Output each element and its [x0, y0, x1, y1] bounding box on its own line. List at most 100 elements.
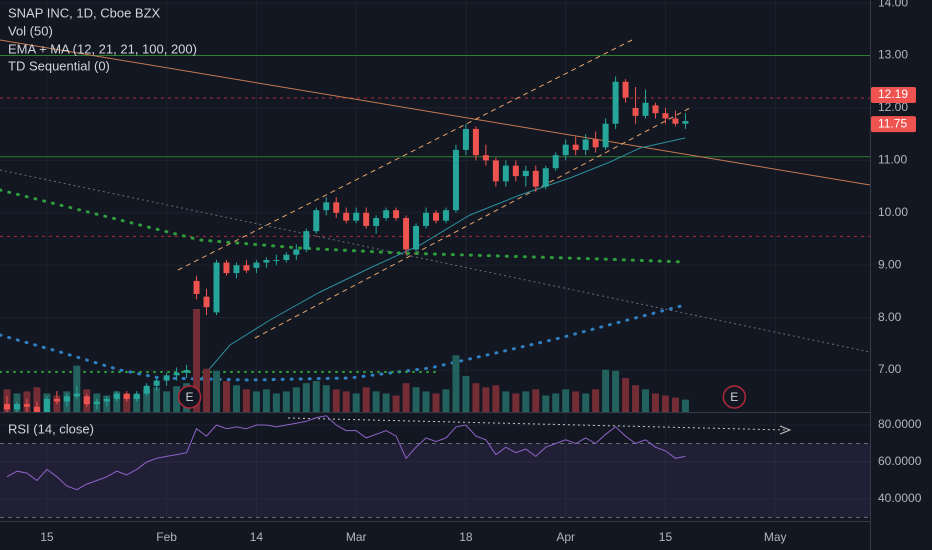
volume-bar [322, 385, 330, 412]
candle-body [83, 396, 90, 405]
y-tick-label: 10.00 [878, 205, 908, 219]
earnings-label: E [730, 390, 738, 404]
volume-bar [262, 389, 270, 412]
volume-bar [272, 393, 280, 412]
volume-bar [352, 393, 360, 412]
volume-bar [661, 395, 669, 412]
candle-body [173, 372, 180, 376]
x-tick-label: Apr [556, 530, 575, 544]
candle-body [33, 406, 40, 412]
candle-body [193, 280, 200, 295]
candle-body [492, 160, 499, 182]
volume-bar [213, 370, 220, 412]
volume-bar [462, 375, 470, 412]
volume-bar [113, 391, 121, 412]
candle-body [682, 121, 689, 124]
candle-body [582, 139, 589, 150]
candle-body [572, 144, 579, 150]
candle-body [502, 165, 509, 182]
candle-body [153, 380, 160, 386]
rsi-title: RSI (14, close) [8, 421, 94, 436]
volume-bar [33, 387, 41, 412]
volume-bar [193, 309, 201, 412]
x-tick-label: 15 [659, 530, 673, 544]
axes: 15 Feb 14 Mar 18 Apr 15 May 7.00 8.00 9.00 10.00 11.… [40, 0, 921, 544]
y-tick-label: 60.0000 [878, 454, 922, 468]
price-tag [871, 87, 916, 104]
candle-body [602, 123, 609, 148]
candle-body [13, 404, 20, 410]
candle-body [213, 262, 220, 313]
volume-bar [133, 394, 141, 412]
candle-body [253, 262, 260, 268]
candle-body [642, 102, 649, 116]
candle-body [183, 370, 190, 373]
candle-body [313, 210, 320, 232]
candle-body [413, 225, 420, 250]
candle-body [103, 398, 110, 402]
candle-body [353, 212, 360, 221]
volume-bar [402, 383, 410, 412]
volume-bar [642, 389, 650, 412]
y-tick-label: 80.0000 [878, 417, 922, 431]
price-tag-label: 12.19 [878, 87, 908, 101]
volume-bar [612, 370, 620, 412]
candle-body [143, 385, 150, 394]
candle-body [532, 170, 539, 187]
candle-body [562, 144, 569, 156]
candle-body [452, 149, 459, 211]
candle-body [273, 259, 280, 261]
volume-bar [143, 389, 151, 412]
candle-body [472, 128, 479, 156]
candle-body [462, 128, 469, 150]
volume-bar [432, 393, 440, 412]
volume-bar [592, 389, 600, 412]
x-tick-label: 15 [40, 530, 54, 544]
x-tick-label: 14 [250, 530, 264, 544]
candle-body [592, 139, 599, 148]
volume-bar [242, 389, 250, 412]
volume-bar [372, 391, 380, 412]
volume-bar [512, 393, 520, 412]
y-tick-label: 40.0000 [878, 491, 922, 505]
volume-bar [522, 391, 530, 412]
volume-bar [232, 385, 240, 412]
candle-body [133, 393, 140, 399]
y-tick-label: 12.00 [878, 100, 908, 114]
volume-bar [292, 387, 300, 412]
ma-line [199, 137, 686, 381]
candle-body [283, 254, 290, 260]
candle-body [622, 81, 629, 98]
candle-body [203, 296, 210, 308]
candle-body [63, 396, 70, 402]
price-tag-label: 11.75 [878, 116, 907, 130]
volume-bar [681, 399, 689, 412]
trend-line [0, 169, 870, 353]
volume-bar [342, 391, 350, 412]
price-tag [871, 116, 916, 133]
volume-bar [542, 395, 550, 412]
arrow-line [287, 417, 787, 431]
trend-line [0, 39, 870, 186]
candle-body [303, 231, 310, 250]
candle-body [512, 165, 519, 177]
volume-bar [572, 391, 580, 412]
volume-bar [472, 383, 480, 412]
volume-bar [442, 389, 450, 412]
candle-body [662, 113, 669, 119]
rsi-band [0, 443, 870, 518]
volume-bar [252, 391, 260, 412]
volume-bar [602, 369, 610, 412]
y-tick-label: 7.00 [878, 362, 902, 376]
volume-bar [552, 393, 560, 412]
candle-body [23, 404, 30, 407]
volume-bar [562, 389, 570, 412]
rsi-line [6, 415, 686, 491]
arrow-head [779, 425, 792, 435]
x-tick-label: Feb [156, 530, 177, 544]
candle-body [373, 218, 380, 226]
volume-bar [312, 381, 320, 412]
y-tick-label: 8.00 [878, 310, 902, 324]
volume-bar [412, 387, 420, 412]
